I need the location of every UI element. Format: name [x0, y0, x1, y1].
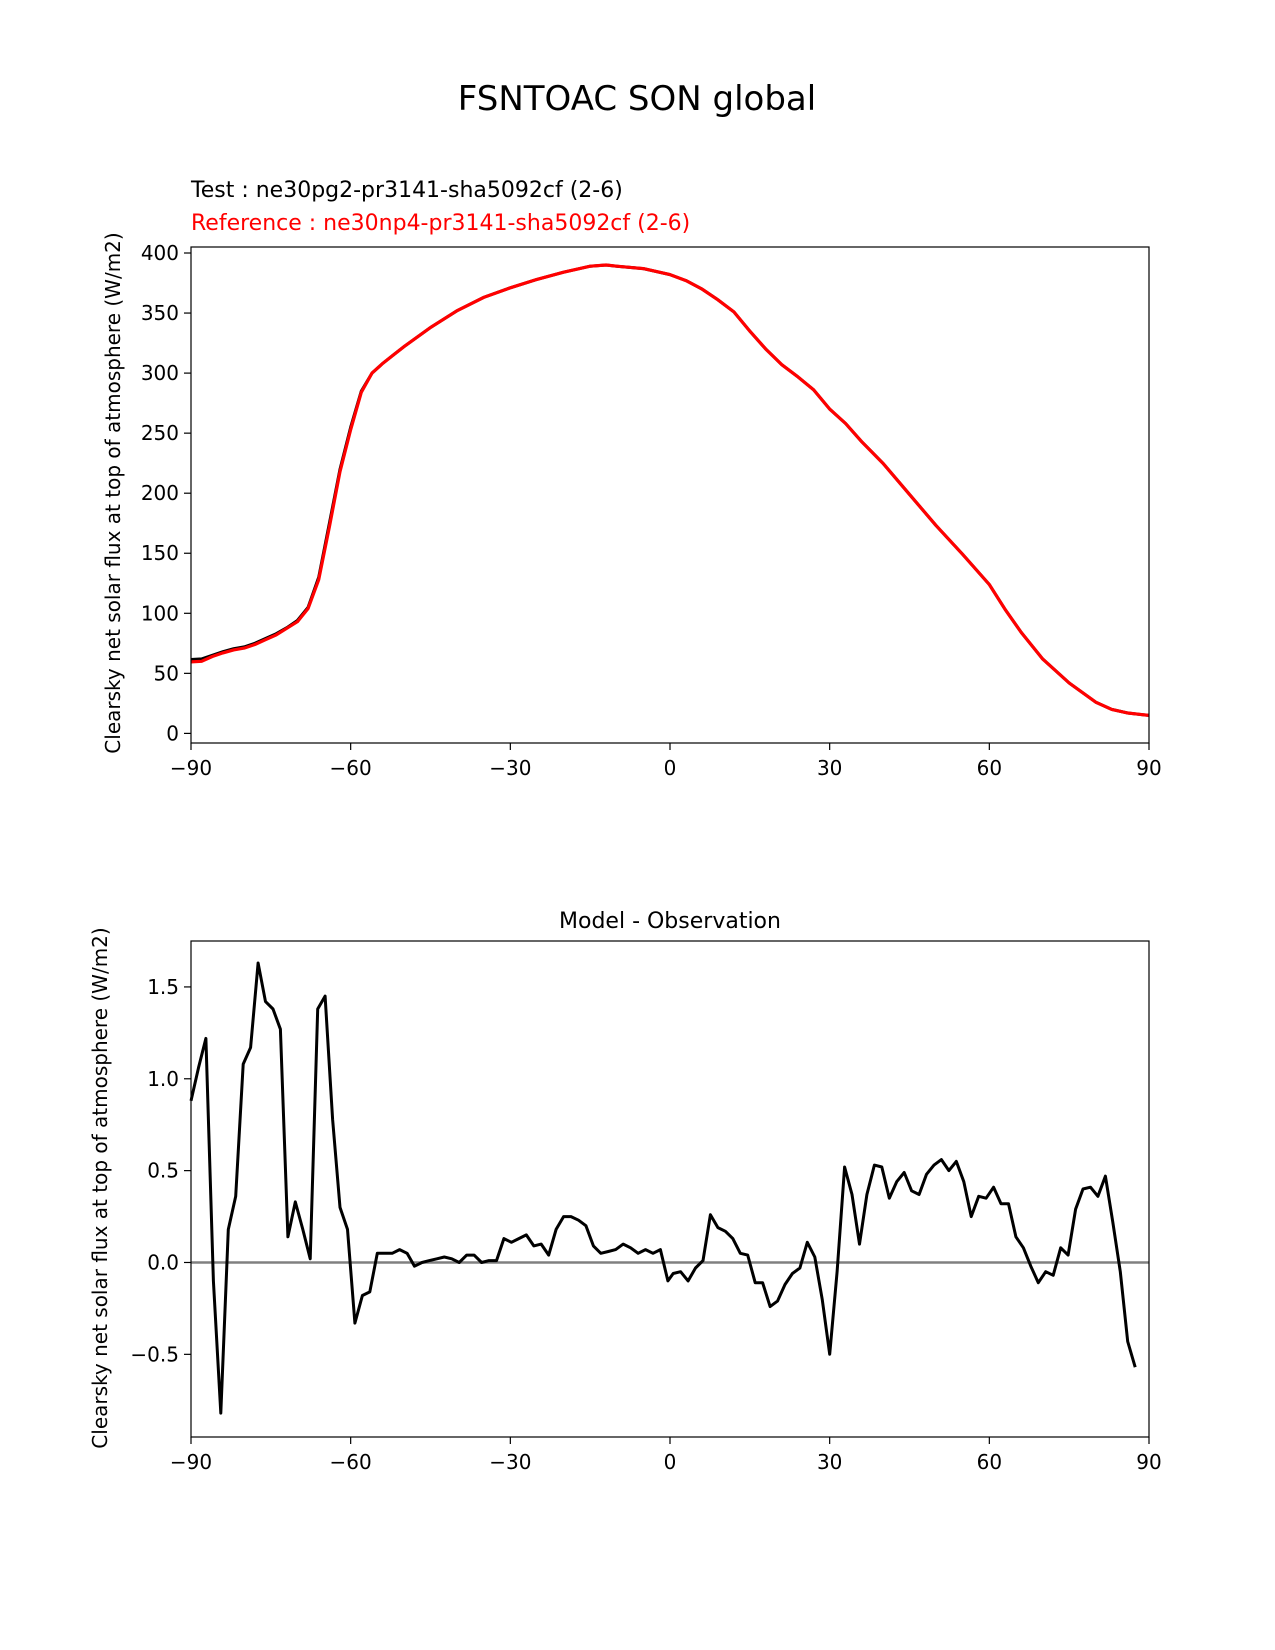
bottom-plot-frame: [190, 940, 1150, 1438]
bottom-x-ticks: −90 −60 −30 0 30 60 90: [170, 1437, 1162, 1474]
top-panel: Test : ne30pg2-pr3141-sha5092cf (2-6) Re…: [101, 178, 1162, 780]
x-tick-label: 0: [664, 1450, 677, 1474]
x-tick-label: 30: [817, 756, 842, 780]
y-tick-label: 250: [141, 421, 179, 445]
test-title: Test : ne30pg2-pr3141-sha5092cf (2-6): [190, 178, 623, 203]
x-tick-label: −60: [330, 1450, 372, 1474]
x-tick-label: −90: [170, 756, 212, 780]
y-tick-label: 1.5: [147, 975, 179, 999]
bottom-panel: Model - Observation Clearsky net solar f…: [88, 909, 1162, 1474]
x-tick-label: 0: [664, 756, 677, 780]
x-tick-label: −30: [489, 756, 531, 780]
y-tick-label: 100: [141, 601, 179, 625]
top-x-ticks: −90 −60 −30 0 30 60 90: [170, 743, 1162, 780]
bottom-y-ticks: −0.5 0.0 0.5 1.0 1.5: [130, 975, 191, 1366]
top-ylabel: Clearsky net solar flux at top of atmosp…: [101, 232, 125, 753]
y-tick-label: 0: [166, 721, 179, 745]
bottom-plot-lines: [189, 961, 1149, 1415]
x-tick-label: −60: [330, 756, 372, 780]
x-tick-label: 60: [977, 756, 1002, 780]
x-tick-label: −30: [489, 1450, 531, 1474]
x-tick-label: −90: [170, 1450, 212, 1474]
x-tick-label: 60: [977, 1450, 1002, 1474]
top-plot-lines: [190, 263, 1150, 717]
y-tick-label: 1.0: [147, 1067, 179, 1091]
series-line-test: [190, 263, 1150, 717]
y-tick-label: 0.5: [147, 1159, 179, 1183]
y-tick-label: 300: [141, 361, 179, 385]
y-tick-label: −0.5: [130, 1342, 179, 1366]
y-tick-label: 400: [141, 241, 179, 265]
difference-line: [189, 961, 1137, 1415]
y-tick-label: 200: [141, 481, 179, 505]
y-tick-label: 350: [141, 301, 179, 325]
y-tick-label: 150: [141, 541, 179, 565]
series-line-reference: [190, 263, 1150, 717]
bottom-title: Model - Observation: [559, 909, 781, 934]
top-plot-frame: [190, 246, 1150, 744]
reference-title: Reference : ne30np4-pr3141-sha5092cf (2-…: [191, 211, 690, 236]
bottom-ylabel: Clearsky net solar flux at top of atmosp…: [88, 927, 112, 1448]
y-tick-label: 0.0: [147, 1250, 179, 1274]
top-y-ticks: 0 50 100 150 200 250 300 350 400: [141, 241, 191, 745]
x-tick-label: 30: [817, 1450, 842, 1474]
y-tick-label: 50: [154, 661, 179, 685]
x-tick-label: 90: [1136, 756, 1161, 780]
x-tick-label: 90: [1136, 1450, 1161, 1474]
figure-title: FSNTOAC SON global: [458, 79, 816, 119]
